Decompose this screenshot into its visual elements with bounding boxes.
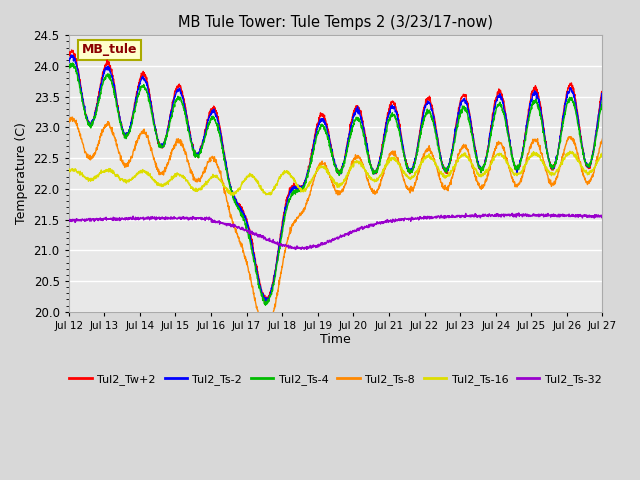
Y-axis label: Temperature (C): Temperature (C): [15, 122, 28, 225]
Text: MB_tule: MB_tule: [82, 43, 138, 56]
X-axis label: Time: Time: [320, 334, 351, 347]
Title: MB Tule Tower: Tule Temps 2 (3/23/17-now): MB Tule Tower: Tule Temps 2 (3/23/17-now…: [178, 15, 493, 30]
Legend: Tul2_Tw+2, Tul2_Ts-2, Tul2_Ts-4, Tul2_Ts-8, Tul2_Ts-16, Tul2_Ts-32: Tul2_Tw+2, Tul2_Ts-2, Tul2_Ts-4, Tul2_Ts…: [65, 369, 606, 389]
